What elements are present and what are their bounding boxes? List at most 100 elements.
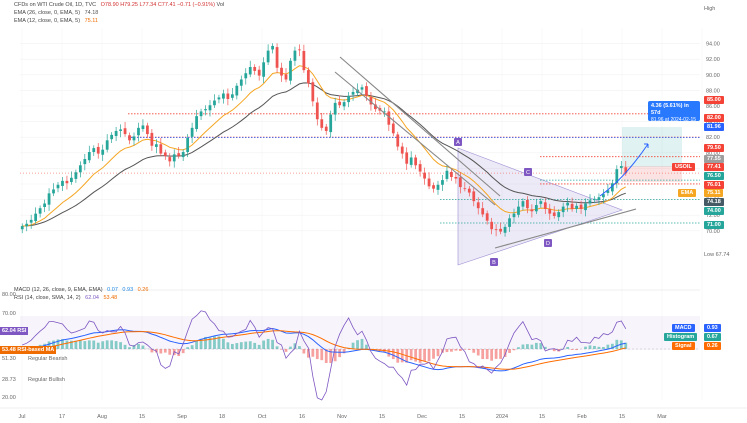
macd-histogram-bar <box>114 341 118 349</box>
price-tick-label: 70.00 <box>706 229 720 235</box>
macd-histogram-bar <box>105 340 109 349</box>
candle-body <box>624 167 628 174</box>
macd-histogram-bar <box>78 340 82 349</box>
candle-body <box>298 49 301 51</box>
macd-histogram-bar <box>481 349 485 360</box>
projection-path <box>599 143 649 197</box>
candle-body <box>65 180 69 184</box>
level-tag-7601: 76.01 <box>704 181 724 189</box>
macd-histogram-bar <box>391 349 395 360</box>
ema-slow-label: EMA (26, close, 0, EMA, 5) <box>14 10 81 16</box>
macd-histogram-bar <box>137 343 140 349</box>
rsi-tag: 62.04 RSI <box>0 327 29 335</box>
macd-histogram-bar <box>298 346 301 349</box>
macd-histogram-bar <box>463 349 467 350</box>
macd-histogram-bar <box>360 338 364 349</box>
candle-body <box>552 212 556 216</box>
candle-body <box>132 136 136 141</box>
time-label: 15 <box>139 414 145 420</box>
macd-histogram-bar <box>257 344 261 349</box>
candle-body <box>508 218 511 227</box>
ema-legend-slow[interactable]: EMA (26, close, 0, EMA, 5) 74.18 <box>14 10 98 16</box>
macd-histogram-bar <box>226 342 230 349</box>
macd-histogram-bar <box>396 349 400 363</box>
rsi-legend[interactable]: RSI (14, close, SMA, 14, 2) 62.04 53.48 <box>14 295 117 301</box>
hist-tag-label: Histogram <box>664 333 698 341</box>
candles[interactable] <box>20 43 628 237</box>
callout-line1: 4.36 (5.61%) in 57d <box>651 103 689 116</box>
macd-histogram-bar <box>602 347 605 349</box>
candle-body <box>387 111 391 125</box>
candle-body <box>105 140 109 150</box>
candle-body <box>280 67 283 76</box>
macd-histogram-bar <box>262 340 266 349</box>
macd-histogram-bar <box>512 349 516 351</box>
point-marker <box>490 258 498 266</box>
macd-histogram-bar <box>467 349 471 350</box>
macd-histogram-bar <box>593 345 596 349</box>
macd-histogram-bar <box>284 349 288 352</box>
candle-body <box>190 127 194 137</box>
time-label: Nov <box>337 414 347 420</box>
usoil-tag: 77.41 <box>704 163 724 171</box>
ema-fast-label: EMA (12, close, 0, EMA, 5) <box>14 18 81 24</box>
macd-legend[interactable]: MACD (12, 26, close, 9, EMA, EMA) 0.07 0… <box>14 287 148 293</box>
time-label: 15 <box>459 414 465 420</box>
chart-title-row: CFDs on WTI Crude Oil, 1D, TVC O78.90 H7… <box>14 2 224 8</box>
candle-body <box>159 144 163 154</box>
candle-body <box>369 97 373 105</box>
candle-body <box>405 152 409 164</box>
macd-histogram-bar <box>168 349 172 355</box>
ema-tag-label: EMA <box>678 189 697 197</box>
candle-body <box>199 111 203 117</box>
price-tick-label: 84.00 <box>706 120 720 126</box>
ema-slow-tag: 74.18 <box>704 198 724 206</box>
macd-histogram-bar <box>597 346 601 349</box>
candle-body <box>619 166 623 169</box>
support-line <box>494 208 637 249</box>
macd-histogram-bar <box>222 338 225 349</box>
candle-body <box>342 102 346 107</box>
macd-histogram-bar <box>418 349 422 363</box>
candle-body <box>141 125 145 130</box>
macd-histogram-bar <box>65 340 69 349</box>
osc-tick-5130: 51.30 <box>2 356 16 362</box>
chart-grid <box>20 28 703 400</box>
macd-histogram-bar <box>499 349 502 359</box>
ema-legend-fast[interactable]: EMA (12, close, 0, EMA, 5) 75.11 <box>14 18 98 24</box>
macd-histogram-bar <box>400 349 404 363</box>
candle-body <box>172 154 176 162</box>
candle-body <box>338 101 342 106</box>
candle-body <box>25 223 29 227</box>
candle-body <box>78 165 82 173</box>
macd-histogram-bar <box>163 349 167 353</box>
macd-histogram-bar <box>606 344 610 349</box>
macd-histogram-bar <box>235 343 239 349</box>
macd-histogram-bar <box>351 342 355 349</box>
candle-body <box>374 104 377 110</box>
osc-tick-2873: 28.73 <box>2 377 16 383</box>
target-zone <box>622 127 682 167</box>
stop-zone <box>622 166 682 182</box>
candle-body <box>521 201 525 207</box>
candle-body <box>163 152 167 156</box>
macd-histogram-bar <box>141 345 145 349</box>
candle-body <box>235 85 239 96</box>
candle-body <box>168 157 172 162</box>
chart-patterns <box>457 127 682 266</box>
projection-callout[interactable]: 4.36 (5.61%) in 57d 81.96 at 2024-02-15 <box>648 101 700 123</box>
candle-body <box>29 219 33 223</box>
macd-histogram-bar <box>204 336 207 349</box>
level-tag-7755: 77.55 <box>704 155 724 163</box>
macd-histogram-bar <box>128 347 131 349</box>
candle-body <box>154 144 158 147</box>
candle-body <box>432 185 435 189</box>
macd-legend-v3: 0.26 <box>137 287 149 293</box>
candle-body <box>570 203 574 209</box>
macd-histogram-bar <box>74 340 78 349</box>
candle-body <box>61 180 64 186</box>
candle-body <box>74 172 78 179</box>
candle-body <box>315 102 319 120</box>
macd-histogram-bar <box>423 349 426 362</box>
